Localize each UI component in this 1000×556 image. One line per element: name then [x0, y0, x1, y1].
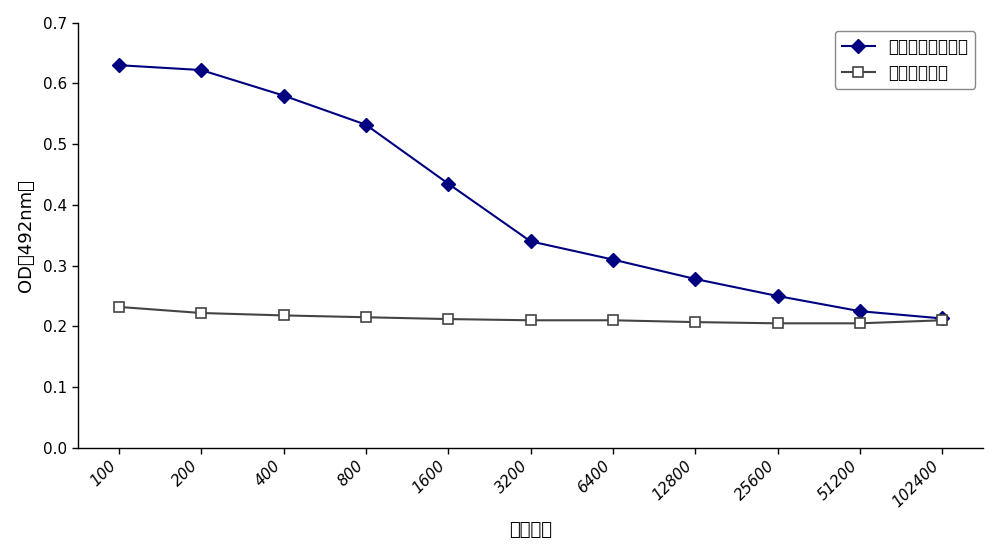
无免疫的血湯 — [278, 312, 290, 319]
无免疫的血湯 — [524, 317, 536, 324]
Y-axis label: OD（492nm）: OD（492nm） — [17, 179, 35, 292]
第三次免疫的血清 — [936, 315, 948, 322]
第三次免疫的血清 — [278, 92, 290, 99]
无免疫的血湯 — [195, 310, 207, 316]
第三次免疫的血清 — [689, 276, 701, 282]
无免疫的血湯 — [442, 316, 454, 322]
Line: 无免疫的血湯: 无免疫的血湯 — [114, 302, 947, 328]
第三次免疫的血清 — [360, 121, 372, 128]
无免疫的血湯 — [854, 320, 866, 327]
X-axis label: 稼释倍数: 稼释倍数 — [509, 522, 552, 539]
第三次免疫的血清 — [607, 256, 619, 263]
Legend: 第三次免疫的血清, 无免疫的血湯: 第三次免疫的血清, 无免疫的血湯 — [835, 31, 975, 88]
第三次免疫的血清 — [113, 62, 125, 68]
第三次免疫的血清 — [772, 292, 784, 299]
无免疫的血湯 — [772, 320, 784, 327]
无免疫的血湯 — [360, 314, 372, 321]
无免疫的血湯 — [607, 317, 619, 324]
Line: 第三次免疫的血清: 第三次免疫的血清 — [114, 60, 947, 324]
无免疫的血湯 — [689, 319, 701, 325]
第三次免疫的血清 — [195, 67, 207, 73]
第三次免疫的血清 — [442, 180, 454, 187]
无免疫的血湯 — [936, 317, 948, 324]
第三次免疫的血清 — [854, 308, 866, 315]
第三次免疫的血清 — [524, 238, 536, 245]
无免疫的血湯 — [113, 304, 125, 310]
